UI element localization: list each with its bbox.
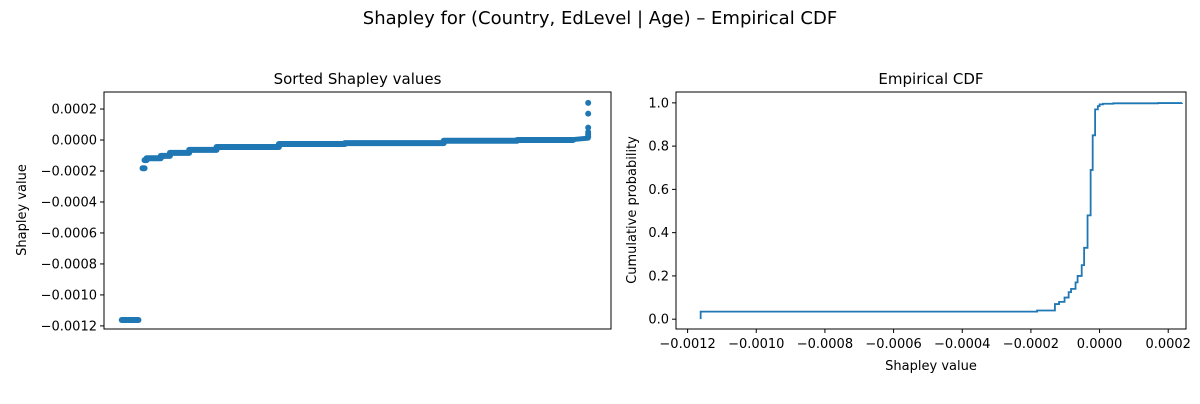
y-tick-label: −0.0012 — [41, 319, 97, 334]
y-tick-label: 0.6 — [648, 183, 669, 198]
x-tick-label: 0.0000 — [1077, 337, 1123, 352]
empirical-cdf-y-axis-label: Cumulative probability — [625, 136, 640, 284]
figure-suptitle: Shapley for (Country, EdLevel | Age) – E… — [363, 8, 837, 29]
empirical-cdf-panel: Empirical CDF Cumulative probability Sha… — [625, 70, 1191, 374]
y-tick-label: −0.0010 — [41, 288, 97, 303]
empirical-cdf-line — [699, 102, 1183, 320]
x-tick-label: −0.0008 — [797, 337, 853, 352]
sorted-shapley-point — [585, 110, 592, 117]
sorted-shapley-y-ticks: 0.0002 0.0000 −0.0002 −0.0004 −0.0006 −0.0008… — [41, 103, 104, 334]
x-tick-label: −0.0002 — [1003, 337, 1059, 352]
y-tick-label: 0.4 — [648, 226, 669, 241]
y-tick-label: 0.0000 — [52, 134, 98, 149]
x-tick-label: −0.0010 — [728, 337, 784, 352]
x-tick-label: −0.0006 — [865, 337, 921, 352]
empirical-cdf-line-group — [699, 102, 1183, 320]
sorted-shapley-plot-frame — [103, 91, 612, 330]
empirical-cdf-ticks: −0.0012 −0.0010 −0.0008 −0.0006 −0.0004 −0.00… — [648, 96, 1191, 352]
sorted-shapley-panel: Sorted Shapley values Shapley value 0.00… — [15, 70, 612, 334]
y-tick-label: 0.8 — [648, 140, 669, 155]
sorted-shapley-point — [585, 124, 592, 131]
y-tick-label: −0.0008 — [41, 257, 97, 272]
sorted-shapley-y-axis-label: Shapley value — [15, 164, 30, 256]
empirical-cdf-x-axis-label: Shapley value — [885, 359, 977, 374]
y-tick-label: −0.0004 — [41, 195, 97, 210]
sorted-shapley-points — [118, 99, 592, 324]
x-tick-label: −0.0004 — [934, 337, 990, 352]
empirical-cdf-title: Empirical CDF — [878, 70, 983, 88]
y-tick-label: 1.0 — [648, 96, 669, 111]
sorted-shapley-title: Sorted Shapley values — [274, 70, 442, 88]
sorted-shapley-point — [585, 99, 592, 106]
y-tick-label: −0.0006 — [41, 226, 97, 241]
y-tick-label: 0.0 — [648, 313, 669, 328]
y-tick-label: −0.0002 — [41, 165, 97, 180]
x-tick-label: 0.0002 — [1145, 337, 1191, 352]
sorted-shapley-point — [585, 129, 592, 136]
empirical-cdf-plot-frame — [675, 91, 1187, 330]
y-tick-label: 0.2 — [648, 269, 669, 284]
y-tick-label: 0.0002 — [52, 103, 98, 118]
x-tick-label: −0.0012 — [659, 337, 715, 352]
